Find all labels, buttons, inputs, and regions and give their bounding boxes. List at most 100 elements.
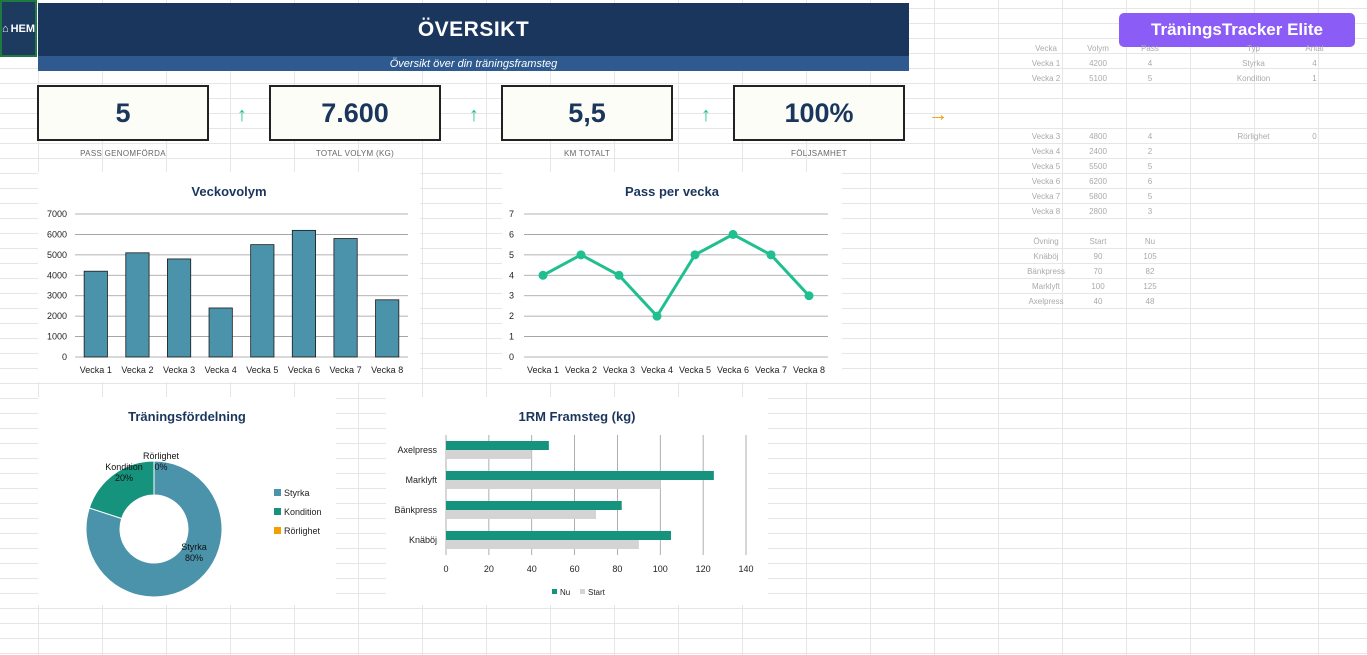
table-header-cell: Nu	[1144, 237, 1156, 246]
one-rep-max-chart[interactable]: 1RM Framsteg (kg) 0 20 40 60 80 100 120 140 Knäb…	[386, 397, 768, 605]
x-tick-label: Vecka 5	[246, 365, 278, 375]
y-tick-label: 3	[509, 291, 514, 301]
chart-title: Veckovolym	[191, 184, 267, 199]
bar	[446, 471, 714, 480]
data-point	[614, 270, 624, 280]
table-cell: 70	[1093, 267, 1103, 276]
y-tick-label: 0	[509, 352, 514, 362]
x-tick-label: 140	[738, 564, 753, 574]
trend-right-icon: →	[928, 104, 948, 126]
bar	[446, 480, 661, 489]
table-header-cell: Typ	[1247, 44, 1260, 53]
table-cell: 5500	[1089, 162, 1107, 171]
chart-title: Pass per vecka	[625, 184, 719, 199]
bar	[250, 244, 275, 358]
data-point	[538, 270, 548, 280]
home-button[interactable]: ⌂ HEM	[0, 0, 37, 57]
table-cell: 5	[1147, 74, 1153, 83]
table-cell: 4	[1147, 59, 1153, 68]
slice-percent: 80%	[185, 553, 203, 563]
page-title: ÖVERSIKT	[38, 3, 909, 56]
data-point	[804, 291, 814, 301]
legend-label: Styrka	[284, 488, 310, 498]
x-tick-label: 40	[527, 564, 537, 574]
trend-up-icon: ↑	[237, 104, 247, 126]
y-tick-label: 6000	[47, 229, 67, 239]
y-tick-label: 1	[509, 332, 514, 342]
y-tick-label: Knäböj	[409, 535, 437, 545]
kpi-volume-label: TOTAL VOLYM (KG)	[315, 149, 395, 158]
table-cell: 90	[1093, 252, 1103, 261]
home-label: HEM	[10, 22, 36, 35]
x-tick-label: Vecka 6	[717, 365, 749, 375]
slice-percent: 0%	[154, 462, 167, 472]
table-cell: Vecka 5	[1031, 162, 1061, 171]
table-cell: Axelpress	[1028, 297, 1064, 306]
kpi-km-value: 5,5	[501, 85, 673, 141]
x-tick-label: 60	[570, 564, 580, 574]
table-cell: Rörlighet	[1237, 132, 1270, 141]
weekly-volume-chart[interactable]: Veckovolym 0 1000 2000 3000 4000 5000 6000 7000…	[38, 172, 420, 382]
table-cell: 1	[1312, 74, 1317, 83]
table-cell: 4	[1147, 132, 1153, 141]
kpi-km-label: KM TOTALT	[563, 149, 611, 158]
x-tick-label: Vecka 5	[679, 365, 711, 375]
table-cell: 100	[1091, 282, 1105, 291]
table-cell: Kondition	[1236, 74, 1271, 83]
table-cell: Marklyft	[1032, 282, 1060, 291]
x-tick-label: Vecka 4	[205, 365, 237, 375]
table-cell: 4200	[1089, 59, 1107, 68]
bar	[333, 238, 358, 358]
y-tick-label: 0	[62, 352, 67, 362]
brand-badge[interactable]: TräningsTracker Elite	[1119, 13, 1355, 47]
bar	[446, 450, 532, 459]
table-cell: 40	[1093, 297, 1103, 306]
training-distribution-chart[interactable]: Träningsfördelning Styrka 80% Kondition 20%…	[38, 397, 336, 605]
sessions-per-week-chart[interactable]: Pass per vecka 0 1 2 3 4 5 6 7 Vecka 1 Vecka 2 Vec…	[502, 172, 842, 382]
chart-title: 1RM Framsteg (kg)	[518, 409, 636, 424]
x-tick-label: Vecka 1	[80, 365, 112, 375]
table-cell: Styrka	[1242, 59, 1265, 68]
x-tick-label: Vecka 4	[641, 365, 673, 375]
table-cell: 6	[1147, 177, 1153, 186]
data-point	[652, 311, 662, 321]
donut-slice	[88, 460, 155, 520]
y-tick-label: 7	[509, 209, 514, 219]
y-tick-label: 4	[509, 270, 514, 280]
data-point	[690, 250, 700, 260]
table-header-cell: Antal	[1305, 44, 1324, 53]
y-tick-label: 2	[509, 311, 514, 321]
y-tick-label: 5000	[47, 250, 67, 260]
legend-swatch	[580, 589, 585, 594]
slice-percent: 20%	[115, 473, 133, 483]
x-tick-label: Vecka 7	[755, 365, 787, 375]
x-tick-label: Vecka 3	[603, 365, 635, 375]
legend-swatch	[552, 589, 557, 594]
x-tick-label: 80	[612, 564, 622, 574]
slice-label: Rörlighet	[143, 451, 180, 461]
bar	[446, 531, 671, 540]
chart-title: Träningsfördelning	[128, 409, 246, 424]
table-header-cell: Pass	[1141, 44, 1159, 53]
legend-swatch	[274, 527, 281, 534]
y-tick-label: 3000	[47, 291, 67, 301]
y-tick-label: 5	[509, 250, 514, 260]
table-cell: Vecka 4	[1031, 147, 1061, 156]
table-cell: Knäböj	[1033, 252, 1059, 261]
home-icon: ⌂	[1, 22, 9, 35]
table-cell: Vecka 6	[1031, 177, 1061, 186]
legend-label: Nu	[560, 588, 570, 597]
table-cell: 82	[1145, 267, 1155, 276]
x-tick-label: Vecka 7	[330, 365, 362, 375]
kpi-adherence-label: FÖLJSAMHET	[791, 149, 847, 158]
y-tick-label: 4000	[47, 270, 67, 280]
table-header-cell: Start	[1089, 237, 1107, 246]
distribution-svg: Styrka80%Kondition20%Rörlighet0%StyrkaKo…	[85, 451, 322, 598]
table-cell: 2	[1147, 147, 1153, 156]
table-cell: Vecka 7	[1031, 192, 1061, 201]
y-tick-label: Axelpress	[397, 445, 437, 455]
x-tick-label: 100	[653, 564, 668, 574]
table-cell: Vecka 1	[1031, 59, 1061, 68]
y-tick-label: 7000	[47, 209, 67, 219]
table-cell: 48	[1145, 297, 1155, 306]
